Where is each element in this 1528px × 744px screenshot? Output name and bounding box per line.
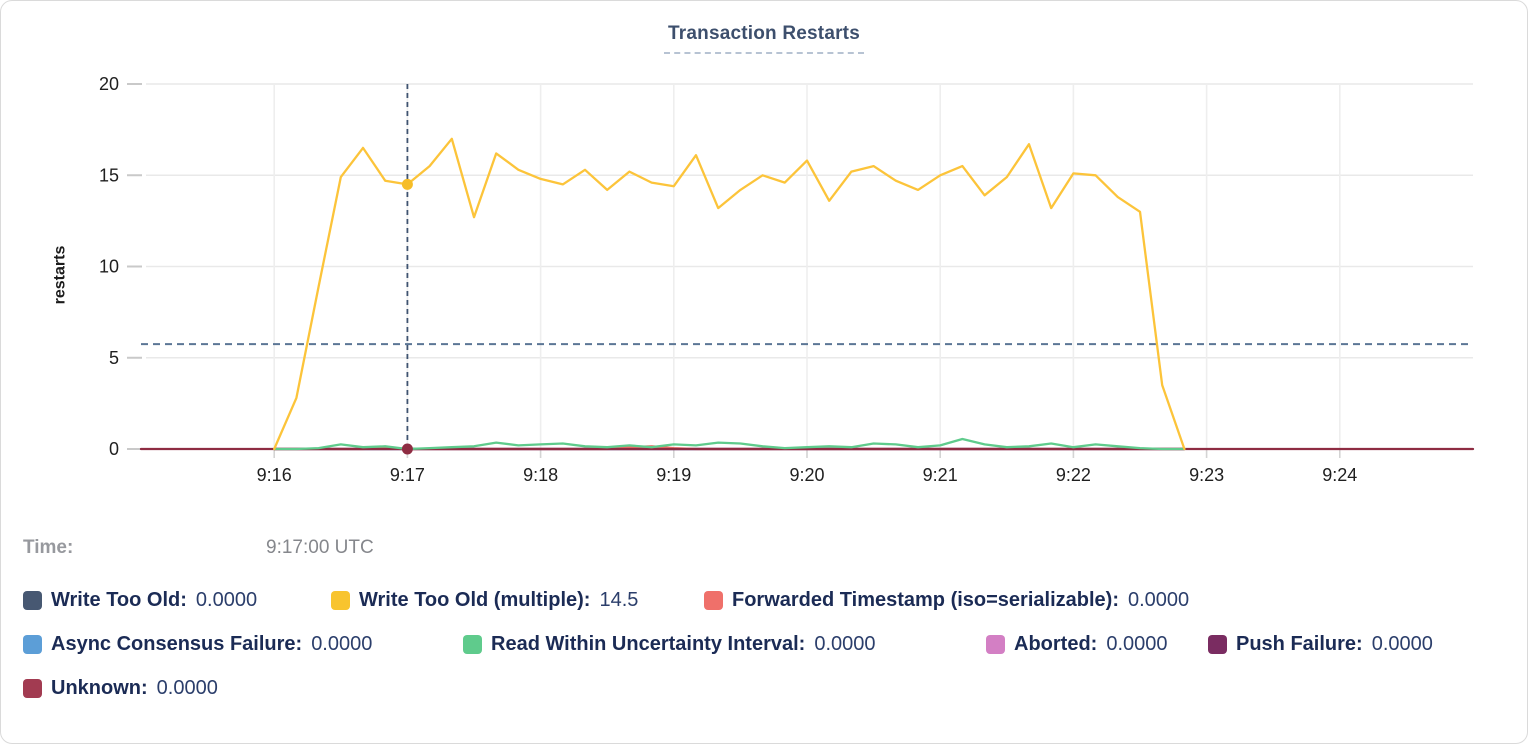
svg-text:0: 0	[109, 439, 119, 459]
svg-text:9:18: 9:18	[523, 465, 558, 485]
legend-item-forwarded-timestamp[interactable]: Forwarded Timestamp (iso=serializable): …	[704, 589, 1189, 612]
transaction-restarts-chart[interactable]: 0 5 10 15 20 9:16 9:17 9:18 9:19 9:20 9:21 9:22 9:23…	[1, 61, 1528, 501]
hover-time-row: Time: 9:17:00 UTC	[1, 537, 1527, 563]
legend-item-read-within-uncertainty[interactable]: Read Within Uncertainty Interval: 0.0000	[463, 633, 876, 656]
legend-value: 0.0000	[1127, 589, 1190, 611]
legend-value: 14.5	[599, 589, 639, 611]
svg-text:9:23: 9:23	[1189, 465, 1224, 485]
svg-text:9:22: 9:22	[1056, 465, 1091, 485]
legend-swatch	[463, 635, 482, 654]
time-value: 9:17:00 UTC	[266, 537, 374, 558]
legend-item-push-failure[interactable]: Push Failure: 0.0000	[1208, 633, 1433, 656]
svg-text:9:20: 9:20	[789, 465, 824, 485]
legend-value: 0.0000	[156, 677, 218, 699]
legend-item-aborted[interactable]: Aborted: 0.0000	[986, 633, 1168, 656]
svg-text:5: 5	[109, 348, 119, 368]
legend-swatch	[23, 679, 42, 698]
legend-value: 0.0000	[1371, 633, 1433, 655]
legend-swatch	[986, 635, 1005, 654]
svg-text:9:21: 9:21	[923, 465, 958, 485]
chart-title[interactable]: Transaction Restarts	[664, 23, 864, 54]
legend-label: Push Failure:	[1236, 633, 1363, 655]
legend-value: 0.0000	[814, 633, 876, 655]
svg-text:9:24: 9:24	[1322, 465, 1357, 485]
legend-label: Read Within Uncertainty Interval:	[491, 633, 806, 655]
legend-item-write-too-old[interactable]: Write Too Old: 0.0000	[23, 589, 257, 612]
legend-swatch	[23, 635, 42, 654]
svg-text:15: 15	[99, 165, 119, 185]
legend-label: Aborted:	[1014, 633, 1098, 655]
legend-label: Write Too Old (multiple):	[359, 589, 591, 611]
legend-value: 0.0000	[195, 589, 258, 611]
svg-text:10: 10	[99, 257, 119, 277]
svg-text:9:19: 9:19	[656, 465, 691, 485]
legend-label: Unknown:	[51, 677, 148, 699]
legend-item-unknown[interactable]: Unknown: 0.0000	[23, 677, 218, 700]
legend-swatch	[331, 591, 350, 610]
legend-swatch	[1208, 635, 1227, 654]
svg-text:20: 20	[99, 74, 119, 94]
legend-item-async-consensus-failure[interactable]: Async Consensus Failure: 0.0000	[23, 633, 372, 656]
svg-text:9:16: 9:16	[257, 465, 292, 485]
legend-label: Forwarded Timestamp (iso=serializable):	[732, 589, 1119, 611]
legend-value: 0.0000	[311, 633, 373, 655]
legend-label: Async Consensus Failure:	[51, 633, 303, 655]
chart-header: Transaction Restarts	[1, 23, 1527, 54]
svg-text:9:17: 9:17	[390, 465, 425, 485]
legend-swatch	[23, 591, 42, 610]
legend-swatch	[704, 591, 723, 610]
legend-label: Write Too Old:	[51, 589, 187, 611]
legend-item-write-too-old-multiple[interactable]: Write Too Old (multiple): 14.5	[331, 589, 638, 612]
time-label: Time:	[23, 537, 74, 558]
legend-value: 0.0000	[1106, 633, 1168, 655]
